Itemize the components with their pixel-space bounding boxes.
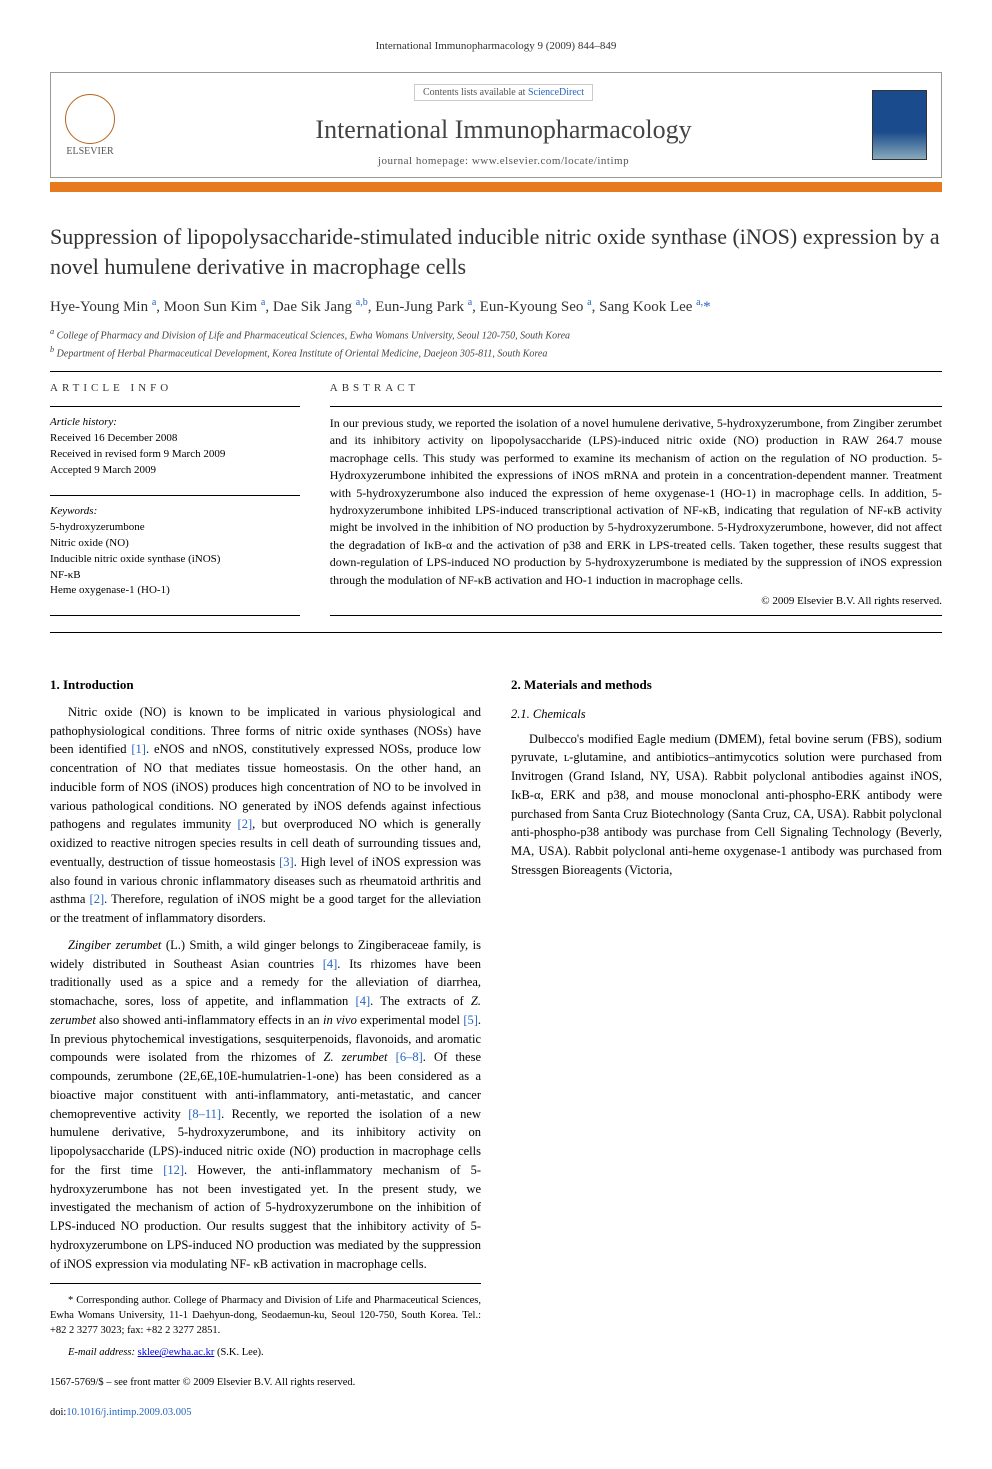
email-line: E-mail address: sklee@ewha.ac.kr (S.K. L… xyxy=(50,1346,481,1361)
email-who: (S.K. Lee). xyxy=(214,1347,263,1358)
doi-label: doi: xyxy=(50,1407,66,1418)
ref-link[interactable]: [12] xyxy=(163,1163,184,1177)
ref-link[interactable]: [2] xyxy=(90,892,105,906)
keyword: Inducible nitric oxide synthase (iNOS) xyxy=(50,552,300,568)
ref-link[interactable]: [8–11] xyxy=(188,1107,221,1121)
keyword: 5-hydroxyzerumbone xyxy=(50,520,300,536)
ref-link[interactable]: [1] xyxy=(131,742,146,756)
divider xyxy=(50,632,942,633)
affiliation-b: Department of Herbal Pharmaceutical Deve… xyxy=(57,348,548,359)
sciencedirect-link[interactable]: ScienceDirect xyxy=(528,87,584,98)
corresponding-author: * Corresponding author. College of Pharm… xyxy=(50,1294,481,1338)
ref-link[interactable]: [2] xyxy=(238,817,253,831)
article-info-label: ARTICLE INFO xyxy=(50,382,300,394)
divider xyxy=(50,371,942,372)
body: 1. Introduction Nitric oxide (NO) is kno… xyxy=(50,661,942,1428)
doi-line: doi:10.1016/j.intimp.2009.03.005 xyxy=(50,1405,481,1421)
doi-link[interactable]: 10.1016/j.intimp.2009.03.005 xyxy=(66,1407,191,1418)
authors: Hye-Young Min a, Moon Sun Kim a, Dae Sik… xyxy=(50,297,942,316)
abstract-copyright: © 2009 Elsevier B.V. All rights reserved… xyxy=(330,595,942,607)
elsevier-logo: ELSEVIER xyxy=(65,94,115,157)
email-label: E-mail address: xyxy=(68,1347,138,1358)
intro-p2: Zingiber zerumbet (L.) Smith, a wild gin… xyxy=(50,936,481,1274)
article-title: Suppression of lipopolysaccharide-stimul… xyxy=(50,222,942,281)
keywords-heading: Keywords: xyxy=(50,504,300,520)
history-line: Received 16 December 2008 xyxy=(50,431,300,447)
elsevier-tree-icon xyxy=(65,94,115,144)
ref-link[interactable]: [3] xyxy=(279,855,294,869)
abstract-label: ABSTRACT xyxy=(330,382,942,394)
journal-homepage: journal homepage: www.elsevier.com/locat… xyxy=(135,155,872,167)
affiliation-a: College of Pharmacy and Division of Life… xyxy=(57,331,570,342)
homepage-url: www.elsevier.com/locate/intimp xyxy=(472,155,629,167)
abstract: ABSTRACT In our previous study, we repor… xyxy=(330,382,942,624)
contents-line: Contents lists available at ScienceDirec… xyxy=(414,84,593,101)
footnote-divider xyxy=(50,1283,481,1284)
ref-link[interactable]: [4] xyxy=(323,957,338,971)
running-header: International Immunopharmacology 9 (2009… xyxy=(50,40,942,52)
homepage-label: journal homepage: xyxy=(378,155,472,167)
orange-bar xyxy=(50,182,942,192)
intro-p1: Nitric oxide (NO) is known to be implica… xyxy=(50,703,481,928)
contents-prefix: Contents lists available at xyxy=(423,87,528,98)
history-line: Received in revised form 9 March 2009 xyxy=(50,447,300,463)
ref-link[interactable]: [6–8] xyxy=(396,1050,423,1064)
history-heading: Article history: xyxy=(50,415,300,431)
chemicals-p: Dulbecco's modified Eagle medium (DMEM),… xyxy=(511,730,942,880)
cover-thumbnail xyxy=(872,90,927,160)
issn-line: 1567-5769/$ – see front matter © 2009 El… xyxy=(50,1375,481,1391)
section-methods-heading: 2. Materials and methods xyxy=(511,675,942,695)
subsection-chemicals-heading: 2.1. Chemicals xyxy=(511,705,942,724)
ref-link[interactable]: [5] xyxy=(463,1013,478,1027)
ref-link[interactable]: [4] xyxy=(356,994,371,1008)
section-intro-heading: 1. Introduction xyxy=(50,675,481,695)
journal-title: International Immunopharmacology xyxy=(135,115,872,145)
keyword: Nitric oxide (NO) xyxy=(50,536,300,552)
article-info: ARTICLE INFO Article history: Received 1… xyxy=(50,382,300,624)
elsevier-label: ELSEVIER xyxy=(66,146,113,157)
keyword: Heme oxygenase-1 (HO-1) xyxy=(50,583,300,599)
history-line: Accepted 9 March 2009 xyxy=(50,463,300,479)
abstract-text: In our previous study, we reported the i… xyxy=(330,415,942,589)
email-link[interactable]: sklee@ewha.ac.kr xyxy=(138,1347,215,1358)
affiliations: a College of Pharmacy and Division of Li… xyxy=(50,326,942,361)
journal-header: ELSEVIER Contents lists available at Sci… xyxy=(50,72,942,178)
keyword: NF-κB xyxy=(50,568,300,584)
